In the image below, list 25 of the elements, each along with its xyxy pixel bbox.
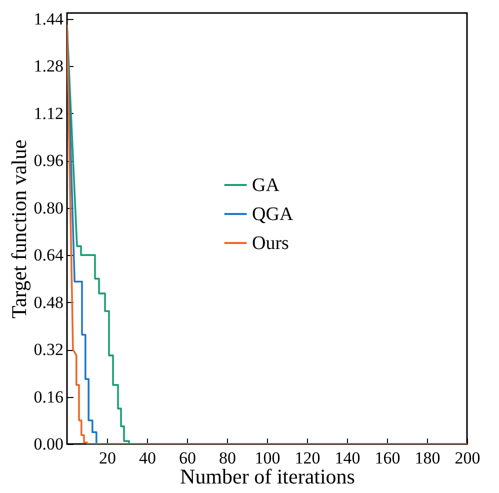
x-tick-label: 160 [374,448,400,468]
legend-label: GA [252,174,280,196]
x-tick-label: 20 [99,448,116,468]
x-axis-title: Number of iterations [180,464,355,488]
y-tick-label: 1.12 [34,104,64,123]
x-tick-label: 120 [294,448,320,468]
y-tick-label: 0.80 [34,198,64,218]
y-tick-label: 1.44 [34,9,64,28]
x-tick-label: 140 [334,448,360,468]
y-tick-label: 0.48 [34,292,64,312]
y-tick-label: 0.96 [34,151,64,170]
x-tick-label: 60 [179,448,196,468]
x-tick-label: 100 [254,448,280,468]
y-tick-label: 0.32 [34,340,64,360]
x-tick-label: 200 [454,448,480,468]
legend-label: Ours [252,232,289,254]
x-tick-label: 40 [139,448,156,468]
y-axis-title: Target function value [6,140,31,318]
x-tick-label: 80 [219,448,236,468]
y-tick-label: 0.00 [34,434,64,454]
y-tick-label: 0.64 [34,246,64,265]
y-tick-label: 0.16 [34,387,64,406]
legend-label: QGA [252,204,294,225]
x-tick-label: 180 [414,448,440,468]
y-tick-label: 1.28 [34,56,64,76]
